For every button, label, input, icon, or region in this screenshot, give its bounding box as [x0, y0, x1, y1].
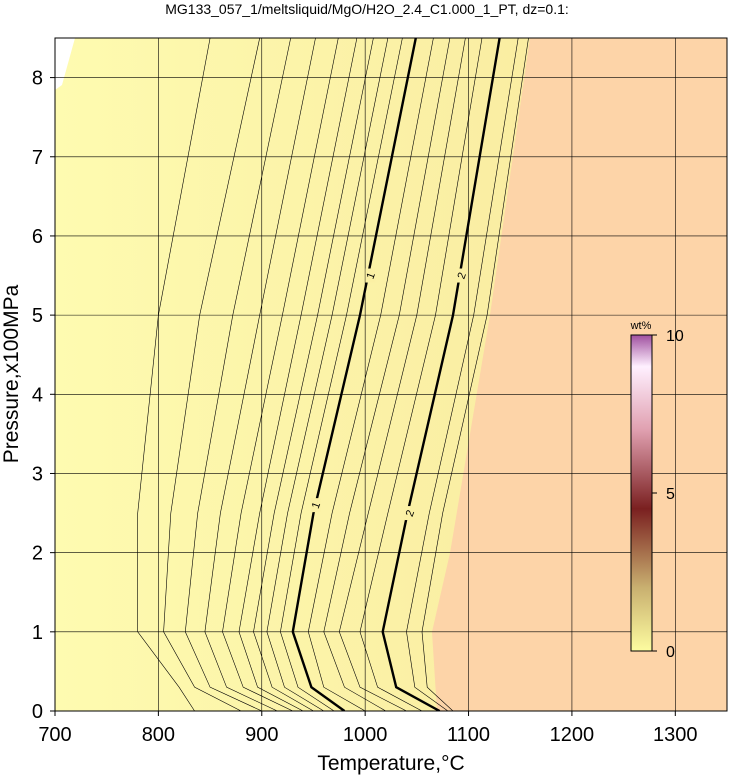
y-tick-label: 8: [32, 68, 43, 90]
colorbar: wt% 0 5 10: [630, 320, 684, 661]
chart-title: MG133_057_1/meltsliquid/MgO/H2O_2.4_C1.0…: [165, 1, 569, 17]
y-tick-label: 6: [32, 226, 43, 248]
contour-line: [280, 38, 403, 711]
y-tick-label: 2: [32, 543, 43, 565]
x-tick-label: 700: [38, 724, 71, 746]
blank-corner: [55, 38, 75, 90]
contour-line: [163, 38, 260, 711]
contour-labels: 1 1 2 2: [310, 268, 469, 521]
y-tick-label: 0: [32, 701, 43, 723]
colorbar-tick-label: 0: [666, 644, 675, 661]
y-tick-label: 4: [32, 384, 43, 406]
contour-line: [184, 38, 291, 711]
contour-line: [204, 38, 316, 711]
contour-label: 2: [404, 508, 417, 518]
y-tick-label: 5: [32, 305, 43, 327]
colorbar-tick-label: 5: [666, 486, 675, 503]
colorbar-tick-label: 10: [666, 328, 684, 345]
contour-line: [359, 38, 483, 711]
contour-line: [421, 38, 529, 711]
x-axis-label: Temperature,°C: [317, 752, 464, 775]
contour-line: [253, 38, 374, 711]
y-axis-label: Pressure,x100MPa: [0, 284, 23, 463]
x-tick-label: 1100: [447, 724, 490, 746]
x-tick-label: 1200: [550, 724, 595, 746]
contour-line: [266, 38, 389, 711]
contour-line: [137, 38, 211, 711]
contour-label-bg: [310, 498, 321, 513]
contour-label: 1: [310, 501, 323, 511]
colorbar-label: wt%: [630, 320, 652, 332]
y-tick-label: 1: [32, 622, 43, 644]
contour-label: 2: [456, 271, 469, 281]
x-tick-label: 800: [142, 724, 175, 746]
plot-frame: [54, 37, 728, 712]
y-tick-label: 7: [32, 147, 43, 169]
contour-label-bg: [456, 268, 467, 283]
contour-label-bg: [404, 506, 415, 521]
contour-line: [222, 38, 339, 711]
contours: [137, 38, 529, 711]
contour-label-bg: [365, 268, 376, 283]
x-tick-label: 1000: [343, 724, 388, 746]
y-tick-label: 3: [32, 463, 43, 485]
contour-line: [338, 38, 466, 711]
x-tick-label: 1300: [653, 724, 698, 746]
contour-line: [323, 38, 451, 711]
high-region: [432, 38, 727, 711]
x-tick-label: 900: [245, 724, 278, 746]
contour-line: [238, 38, 358, 711]
contour-line: [307, 38, 434, 711]
contour-line: [406, 38, 519, 711]
colorbar-scale: [630, 334, 653, 652]
contour-label: 1: [365, 271, 378, 281]
